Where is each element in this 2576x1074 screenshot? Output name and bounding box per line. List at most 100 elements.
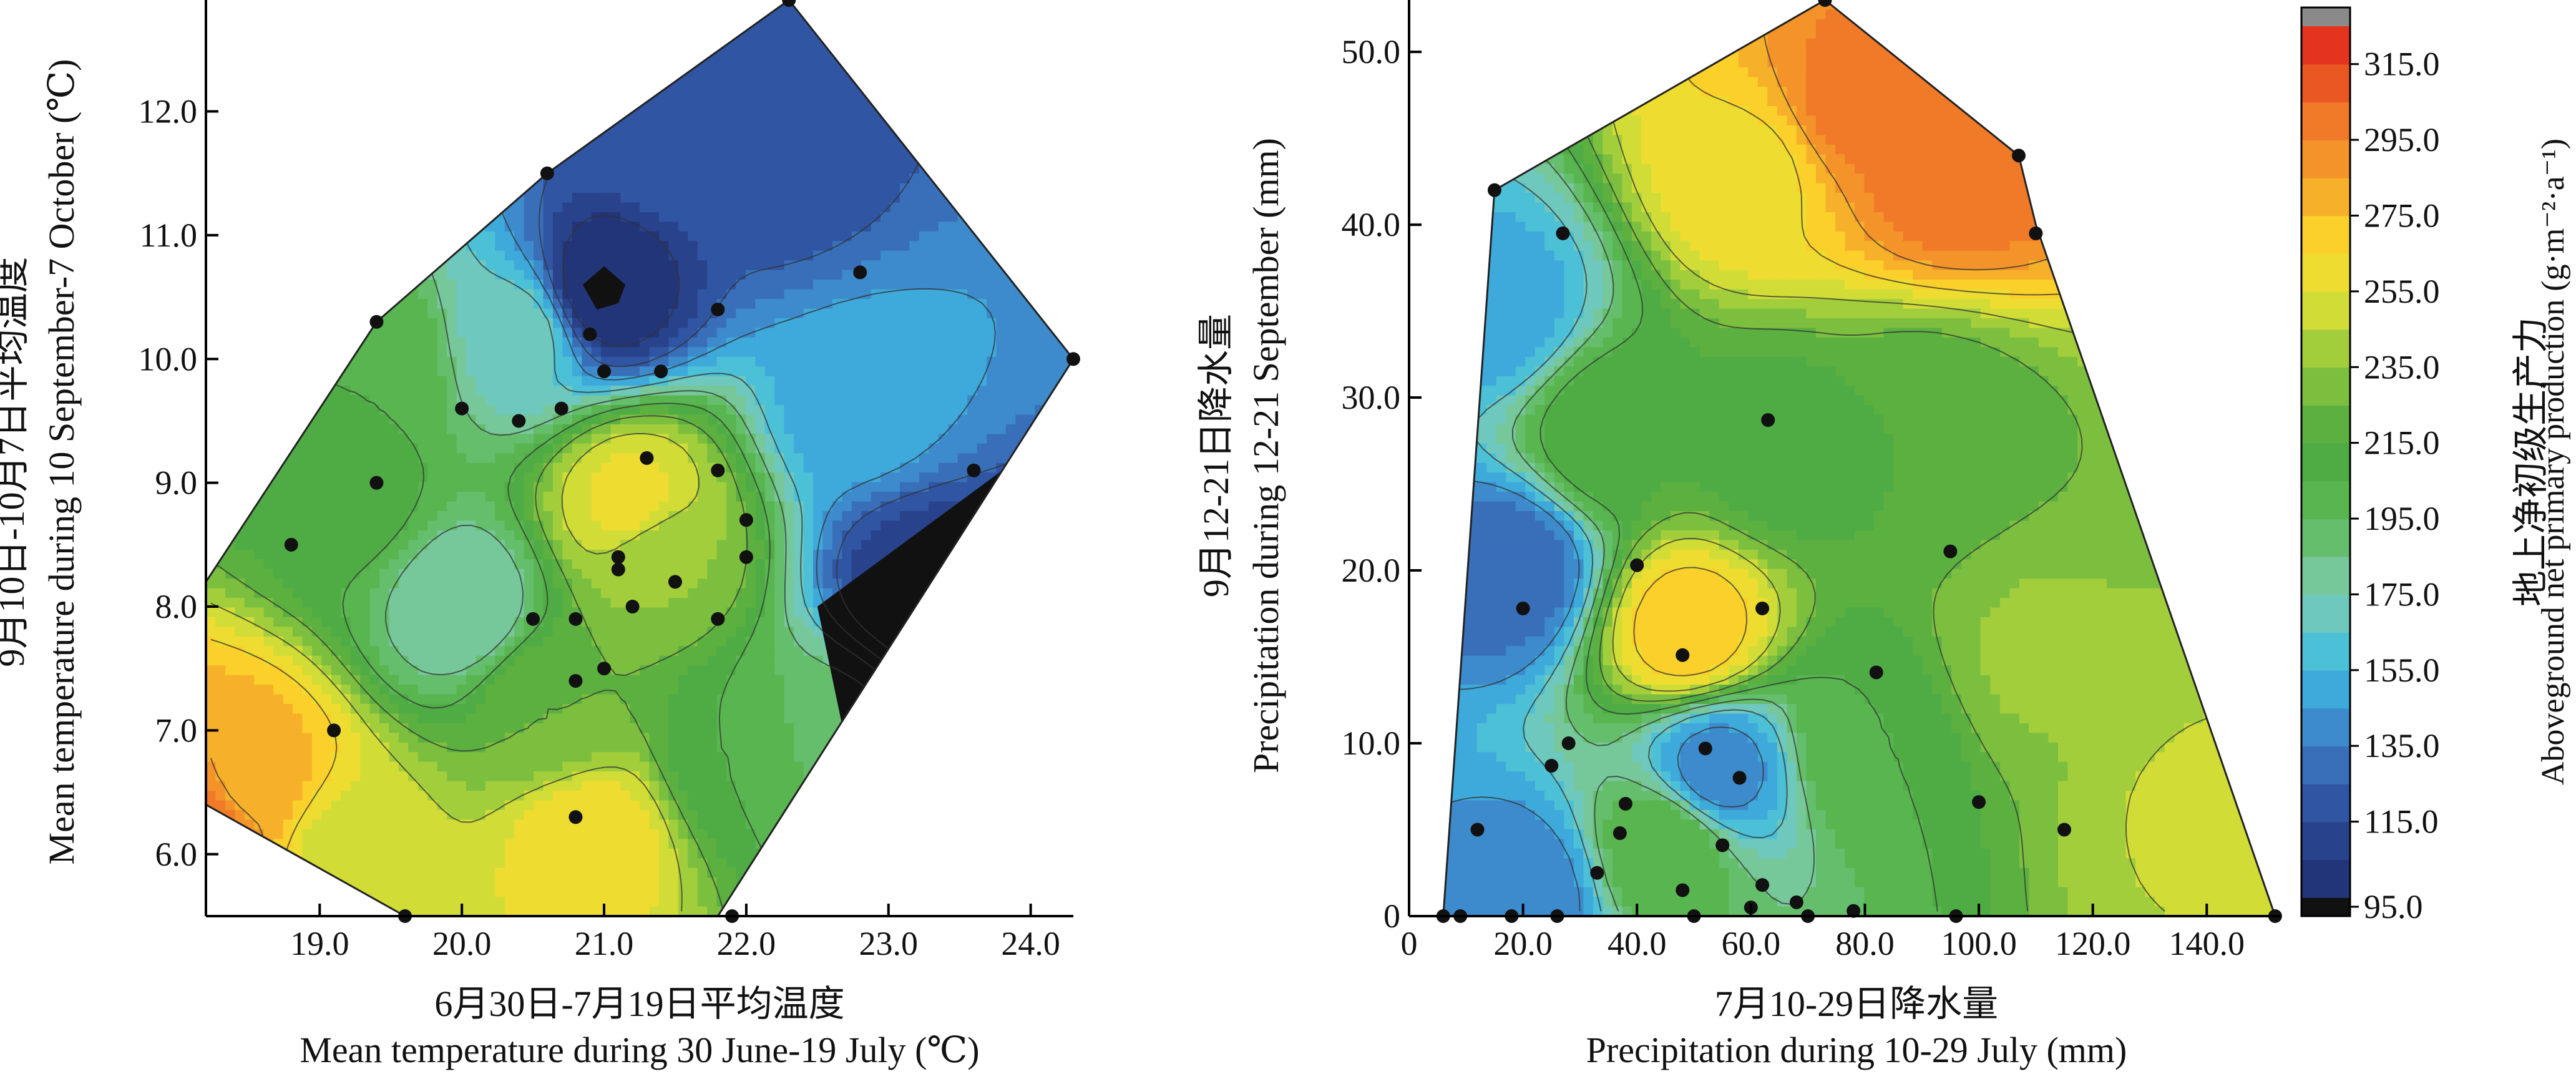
heat-cell (311, 9, 323, 20)
heat-cell (745, 9, 756, 20)
heat-cell (707, 443, 718, 454)
heat-cell (244, 29, 255, 39)
heat-cell (360, 511, 371, 522)
heat-cell (697, 395, 708, 406)
heat-cell (688, 260, 698, 271)
heat-cell (764, 144, 775, 155)
heat-cell (283, 193, 293, 203)
heat-cell (235, 270, 245, 280)
heat-cell (842, 164, 852, 174)
heat-cell (273, 530, 284, 541)
heat-cell (543, 115, 554, 126)
heat-cell (774, 356, 785, 367)
heat-cell (1015, 395, 1026, 406)
heat-cell (283, 106, 293, 117)
heat-cell (553, 77, 564, 87)
heat-cell (244, 520, 255, 531)
heat-cell (640, 414, 650, 425)
heat-cell (601, 530, 612, 541)
heat-cell (417, 424, 428, 435)
heat-cell (350, 222, 361, 232)
heat-cell (553, 443, 564, 454)
heat-cell (302, 183, 313, 193)
heat-cell (610, 135, 621, 145)
heat-cell (909, 347, 920, 358)
heat-cell (822, 318, 833, 329)
heat-cell (293, 193, 303, 203)
heat-cell (803, 318, 814, 329)
heat-cell (649, 222, 660, 232)
heat-cell (977, 308, 987, 319)
heat-cell (1063, 212, 1073, 223)
heat-cell (909, 443, 920, 454)
heat-cell (726, 260, 737, 271)
heat-cell (1005, 9, 1017, 20)
heat-cell (427, 530, 438, 541)
heat-cell (736, 96, 746, 107)
heat-cell (851, 57, 862, 68)
heat-cell (919, 337, 930, 348)
heat-cell (1063, 193, 1073, 203)
heat-cell (996, 0, 1007, 11)
heat-cell (591, 453, 602, 464)
heat-cell (987, 501, 997, 512)
heat-cell (745, 347, 756, 358)
heat-cell (688, 376, 698, 386)
heat-cell (311, 434, 323, 444)
heat-cell (803, 29, 814, 39)
heat-cell (447, 530, 457, 541)
heat-cell (447, 280, 457, 290)
heat-cell (437, 9, 447, 20)
heat-cell (466, 270, 477, 280)
heat-cell (1025, 0, 1035, 11)
heat-cell (851, 48, 862, 59)
heat-cell (919, 299, 930, 310)
heat-cell (881, 9, 891, 20)
heat-cell (871, 183, 881, 193)
heat-cell (350, 395, 361, 406)
heat-cell (630, 472, 640, 483)
heat-cell (697, 231, 708, 242)
heat-cell (543, 280, 554, 290)
heat-cell (1044, 154, 1055, 165)
heat-cell (784, 154, 794, 165)
heat-cell (273, 250, 284, 261)
heat-cell (668, 144, 679, 155)
heat-cell (871, 260, 881, 271)
heat-cell (360, 231, 371, 242)
heat-cell (379, 366, 390, 377)
heat-cell (321, 250, 332, 261)
heat-cell (668, 356, 679, 367)
heat-cell (813, 87, 824, 97)
heat-cell (360, 260, 371, 271)
heat-cell (813, 144, 824, 155)
heat-cell (360, 57, 371, 68)
heat-cell (543, 482, 554, 492)
heat-cell (1063, 482, 1073, 492)
heat-cell (813, 48, 824, 59)
heat-cell (504, 250, 515, 261)
heat-cell (620, 289, 631, 300)
heat-cell (726, 106, 737, 117)
heat-cell (514, 386, 525, 396)
heat-cell (755, 144, 766, 155)
heat-cell (311, 347, 323, 358)
heat-cell (630, 299, 640, 310)
heat-cell (206, 511, 217, 522)
heat-cell (649, 270, 660, 280)
heat-cell (774, 260, 785, 271)
heat-cell (437, 222, 447, 232)
heat-cell (900, 405, 910, 416)
heat-cell (398, 115, 409, 126)
heat-cell (302, 0, 313, 11)
heat-cell (938, 405, 949, 416)
heat-cell (957, 443, 968, 454)
heat-cell (745, 222, 756, 232)
heat-cell (1063, 202, 1073, 213)
heat-cell (504, 212, 515, 223)
heat-cell (794, 472, 804, 483)
heat-cell (235, 299, 245, 310)
heat-cell (938, 9, 949, 20)
heat-cell (736, 135, 746, 145)
heat-cell (881, 386, 891, 396)
